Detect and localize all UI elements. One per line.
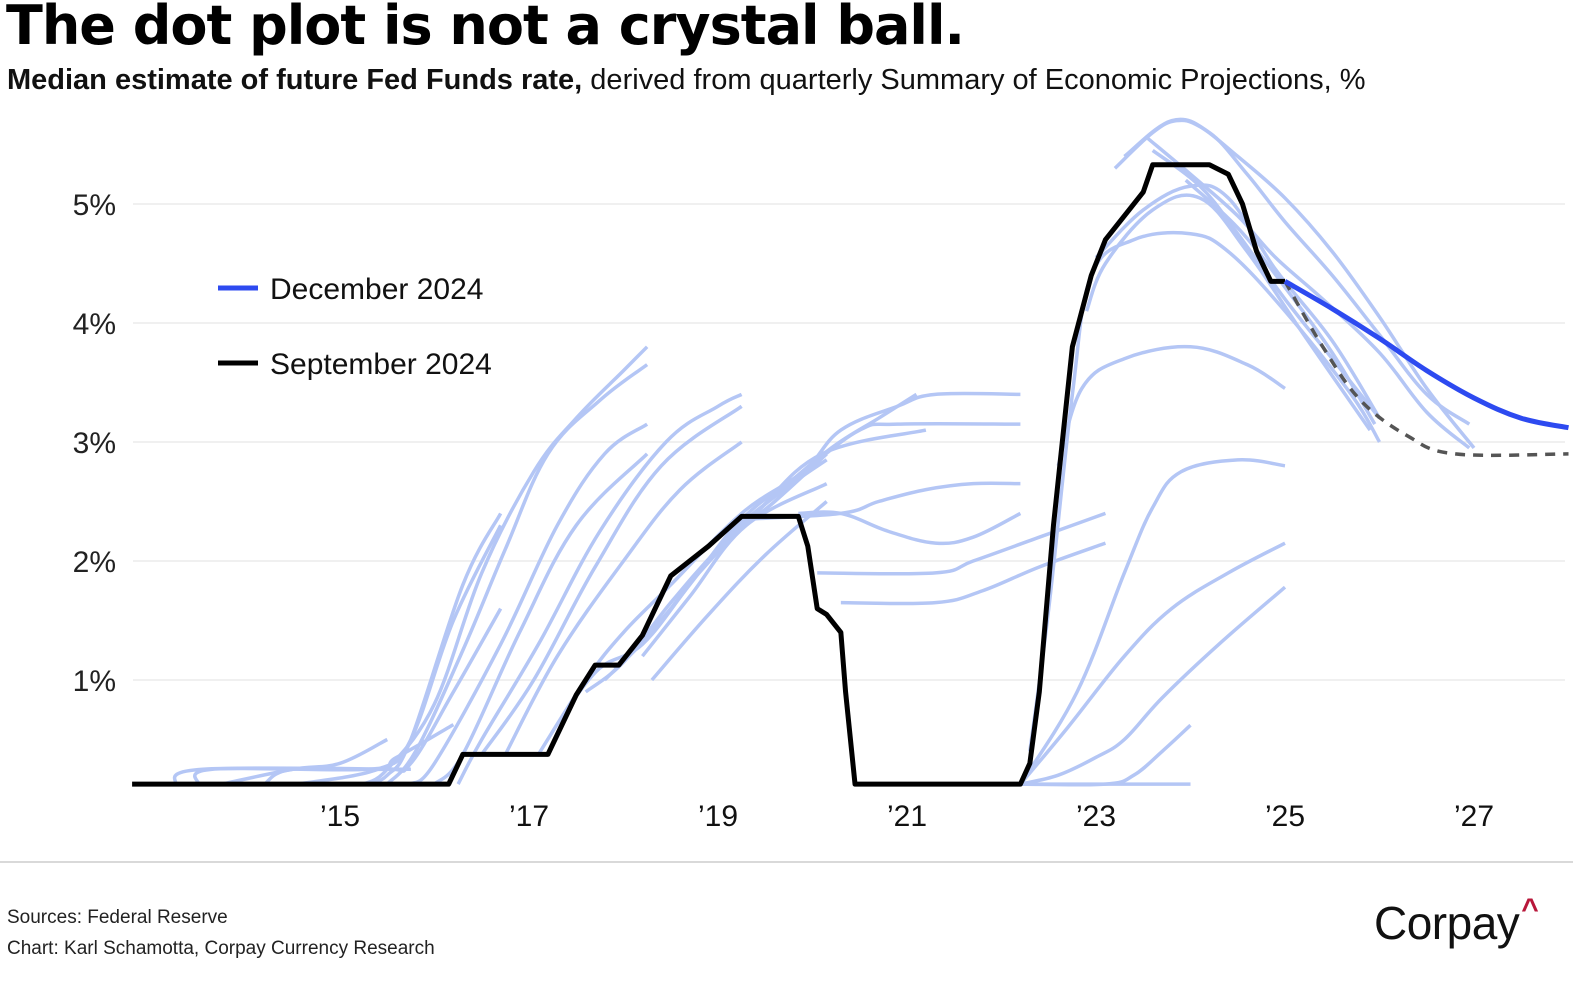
series-line-historical-fed-funds bbox=[132, 162, 1285, 787]
legend: December 2024 September 2024 bbox=[218, 273, 492, 381]
projection-line bbox=[1018, 458, 1286, 786]
projection-line bbox=[367, 512, 503, 786]
chart-credit: Chart: Karl Schamotta, Corpay Currency R… bbox=[7, 938, 435, 959]
chart-subtitle: Median estimate of future Fed Funds rate… bbox=[7, 64, 1366, 97]
y-tick-label: 1% bbox=[73, 665, 116, 698]
projection-line bbox=[817, 511, 1107, 576]
x-tick-label: ’23 bbox=[1076, 800, 1116, 833]
projection-line bbox=[480, 404, 743, 756]
projection-line bbox=[1084, 193, 1372, 432]
y-axis-labels: 1% 2% 3% 4% 5% bbox=[73, 189, 116, 698]
logo-caret-icon: ^ bbox=[1521, 893, 1539, 926]
subtitle-rest: derived from quarterly Summary of Econom… bbox=[582, 64, 1366, 96]
y-tick-label: 4% bbox=[73, 308, 116, 341]
subtitle-bold: Median estimate of future Fed Funds rate… bbox=[7, 64, 583, 96]
projection-line bbox=[362, 345, 649, 786]
x-tick-label: ’27 bbox=[1454, 800, 1494, 833]
x-tick-label: ’21 bbox=[887, 800, 927, 833]
projection-line bbox=[1019, 585, 1287, 786]
projection-line bbox=[1146, 137, 1471, 450]
y-tick-label: 3% bbox=[73, 427, 116, 460]
projection-line bbox=[221, 737, 389, 786]
projection-line bbox=[1151, 149, 1381, 420]
x-tick-label: ’17 bbox=[509, 800, 549, 833]
projection-line bbox=[840, 541, 1107, 606]
projection-line bbox=[385, 363, 649, 786]
x-tick-label: ’25 bbox=[1265, 800, 1305, 833]
projection-line bbox=[798, 510, 1022, 546]
projection-line bbox=[622, 458, 828, 664]
projection-line bbox=[1184, 178, 1377, 426]
series-line-december-2024 bbox=[1283, 279, 1569, 431]
projection-line bbox=[456, 392, 743, 785]
x-tick-label: ’19 bbox=[698, 800, 738, 833]
projection-line bbox=[409, 422, 649, 786]
main-series bbox=[132, 162, 1569, 787]
projection-line bbox=[1094, 183, 1381, 420]
corpay-logo: Corpay^ bbox=[1374, 893, 1539, 950]
legend-label-september: September 2024 bbox=[270, 348, 492, 381]
projection-line bbox=[641, 482, 828, 658]
projection-line bbox=[503, 440, 743, 756]
projection-line bbox=[741, 481, 1021, 522]
logo-text: Corpay bbox=[1374, 897, 1520, 949]
projection-line bbox=[1123, 117, 1471, 426]
gridlines bbox=[133, 203, 1565, 681]
y-tick-label: 2% bbox=[73, 546, 116, 579]
y-tick-label: 5% bbox=[73, 189, 116, 222]
projection-line bbox=[1019, 541, 1286, 786]
x-axis-labels: ’15 ’17 ’19 ’21 ’23 ’25 ’27 bbox=[320, 800, 1494, 833]
chart-title: The dot plot is not a crystal ball. bbox=[6, 0, 965, 57]
footer-divider bbox=[0, 861, 1573, 863]
projection-lines bbox=[172, 117, 1476, 787]
legend-label-december: December 2024 bbox=[270, 273, 483, 306]
projection-line bbox=[1056, 344, 1286, 467]
projection-line bbox=[536, 391, 1021, 756]
x-tick-label: ’15 bbox=[320, 800, 360, 833]
source-note: Sources: Federal Reserve bbox=[7, 907, 228, 928]
line-chart: 1% 2% 3% 4% 5% ’15 ’17 ’19 ’21 ’23 ’25 ’27 Decembe… bbox=[73, 117, 1569, 833]
projection-line bbox=[263, 607, 503, 786]
